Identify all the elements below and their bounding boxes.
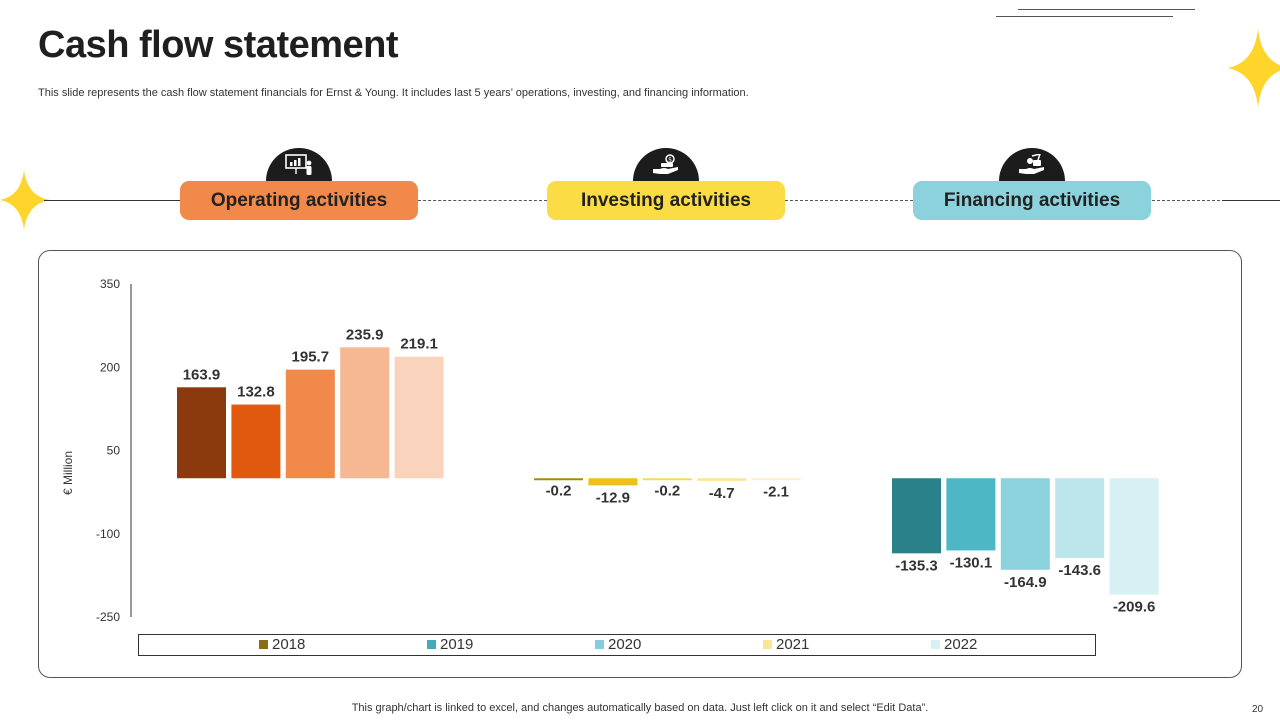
bar — [697, 478, 747, 481]
data-label: 163.9 — [183, 366, 221, 383]
bar — [1055, 478, 1105, 558]
bar — [751, 478, 801, 481]
bar — [231, 404, 281, 479]
legend-item-2019: 2019 — [427, 636, 473, 653]
svg-text:$: $ — [668, 157, 672, 164]
y-tick-label: -250 — [96, 610, 120, 624]
legend-item-2018: 2018 — [259, 636, 305, 653]
data-label: -164.9 — [1004, 574, 1047, 591]
legend-item-2020: 2020 — [595, 636, 641, 653]
data-label: -143.6 — [1058, 562, 1101, 579]
legend-swatch — [931, 640, 940, 649]
section-financing: Financing activities — [913, 148, 1151, 222]
legend-swatch — [763, 640, 772, 649]
data-label: -4.7 — [709, 485, 735, 502]
bar — [534, 478, 583, 481]
bar — [177, 387, 226, 479]
chart-frame — [38, 250, 1242, 678]
y-tick-label: 50 — [107, 444, 121, 458]
section-operating: Operating activities — [180, 148, 418, 222]
bar — [1109, 478, 1159, 595]
section-investing: $ Investing activities — [547, 148, 785, 222]
bar — [588, 478, 638, 486]
y-tick-label: 350 — [100, 277, 120, 291]
y-axis-title: € Million — [61, 451, 75, 495]
bar — [394, 356, 444, 479]
data-label: -12.9 — [596, 489, 630, 506]
data-label: 235.9 — [346, 326, 384, 343]
star-icon — [0, 170, 50, 230]
legend-swatch — [259, 640, 268, 649]
data-label: -130.1 — [950, 554, 993, 571]
data-label: 132.8 — [237, 384, 275, 401]
page-title: Cash flow statement — [38, 24, 399, 66]
legend-item-2021: 2021 — [763, 636, 809, 653]
timeline — [0, 200, 1280, 202]
data-label: -0.2 — [546, 482, 572, 499]
page-number: 20 — [1252, 704, 1264, 715]
star-icon — [1228, 28, 1280, 108]
bar — [642, 478, 692, 481]
bar — [340, 347, 390, 479]
bar — [1000, 478, 1050, 570]
data-label: -135.3 — [895, 557, 938, 574]
bar — [285, 369, 335, 479]
financing-activities-label: Financing activities — [913, 181, 1151, 220]
legend-item-2022: 2022 — [931, 636, 977, 653]
bar — [946, 478, 996, 551]
y-tick-label: -100 — [96, 527, 120, 541]
y-tick-label: 200 — [100, 360, 120, 374]
footer-note: This graph/chart is linked to excel, and… — [351, 702, 929, 714]
page-subtitle: This slide represents the cash flow stat… — [38, 87, 749, 99]
data-label: -0.2 — [654, 482, 680, 499]
data-label: 195.7 — [292, 349, 330, 366]
legend-swatch — [595, 640, 604, 649]
investing-activities-label: Investing activities — [547, 181, 785, 220]
legend-swatch — [427, 640, 436, 649]
operating-activities-label: Operating activities — [180, 181, 418, 220]
data-label: -209.6 — [1113, 599, 1156, 616]
chart-legend: 2018 2019 2020 2021 2022 — [138, 634, 1096, 656]
data-label: -2.1 — [763, 483, 789, 500]
bar — [892, 478, 941, 554]
data-label: 219.1 — [400, 336, 438, 353]
